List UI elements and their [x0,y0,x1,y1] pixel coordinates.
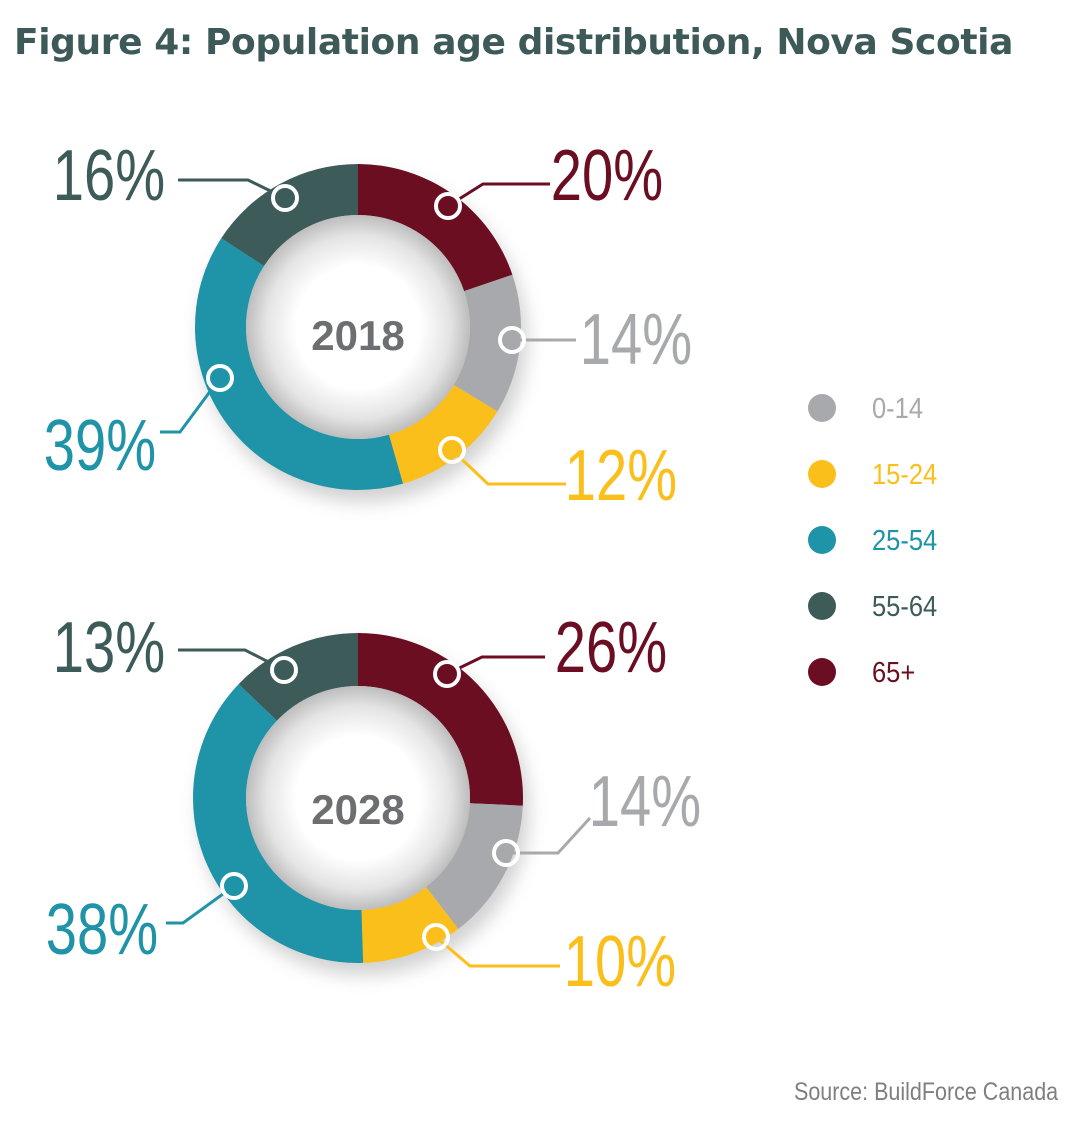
slice-25-54-2018 [194,238,404,491]
pct-label-65plus-2018: 20% [551,135,663,215]
legend-label-25-54: 25-54 [872,523,937,556]
leader-line-15-24-2018 [450,448,566,486]
marker-ring-15-24-2028 [422,923,450,951]
pct-label-15-24-2028: 10% [564,921,676,1001]
pct-label-25-54-2028: 38% [46,889,158,969]
marker-ring-55-64-2018 [271,184,299,212]
slice-15-24-2028 [361,886,459,963]
year-label-2018: 2018 [311,312,404,359]
leader-line-25-54-2018 [160,377,222,434]
leader-line-25-54-2028 [166,884,235,925]
legend: 0-14 15-24 25-54 55-64 65+ [808,391,937,688]
marker-ring-65plus-2018 [434,192,462,220]
pct-label-0-14-2028: 14% [589,761,701,841]
pct-label-65plus-2028: 26% [555,607,667,687]
marker-ring-0-14-2018 [498,326,526,354]
slice-55-64-2028 [238,633,358,721]
legend-marker-25-54 [808,526,836,554]
slice-55-64-2018 [221,164,358,267]
legend-marker-65plus [808,658,836,686]
slice-0-14-2028 [426,803,523,930]
marker-ring-25-54-2028 [220,872,248,900]
legend-label-15-24: 15-24 [872,457,937,490]
pct-label-55-64-2028: 13% [53,607,165,687]
marker-ring-65plus-2028 [433,660,461,688]
marker-ring-55-64-2028 [270,656,298,684]
pct-label-15-24-2018: 12% [565,435,677,515]
marker-ring-25-54-2018 [206,364,234,392]
slice-15-24-2018 [388,384,498,484]
donut-hole [246,215,470,439]
marker-ring-0-14-2028 [492,839,520,867]
slice-0-14-2018 [453,274,521,412]
legend-label-55-64: 55-64 [872,589,937,622]
leader-line-15-24-2028 [435,935,560,968]
pct-label-55-64-2018: 16% [53,135,165,215]
donut-2018: 2018 20% 14% 12% 39% 16% [44,135,692,515]
slice-25-54-2028 [193,684,364,963]
slice-65plus-2028 [358,633,523,806]
pct-label-0-14-2018: 14% [580,299,692,379]
legend-marker-55-64 [808,592,836,620]
legend-marker-15-24 [808,460,836,488]
year-label-2028: 2028 [311,786,404,833]
slice-65plus-2018 [358,164,513,292]
leader-line-55-64-2028 [178,648,285,672]
legend-marker-0-14 [808,394,836,422]
donut-hole [246,686,470,910]
pct-label-25-54-2018: 39% [44,405,156,485]
leader-line-0-14-2028 [506,816,592,855]
marker-ring-15-24-2018 [438,436,466,464]
source-note: Source: BuildForce Canada [793,1078,1058,1106]
legend-label-65plus: 65+ [872,655,915,688]
donut-2028: 2028 26% 14% 10% 38% 13% [46,607,701,1001]
legend-label-0-14: 0-14 [872,391,923,424]
chart-title: Figure 4: Population age distribution, N… [14,22,1013,63]
